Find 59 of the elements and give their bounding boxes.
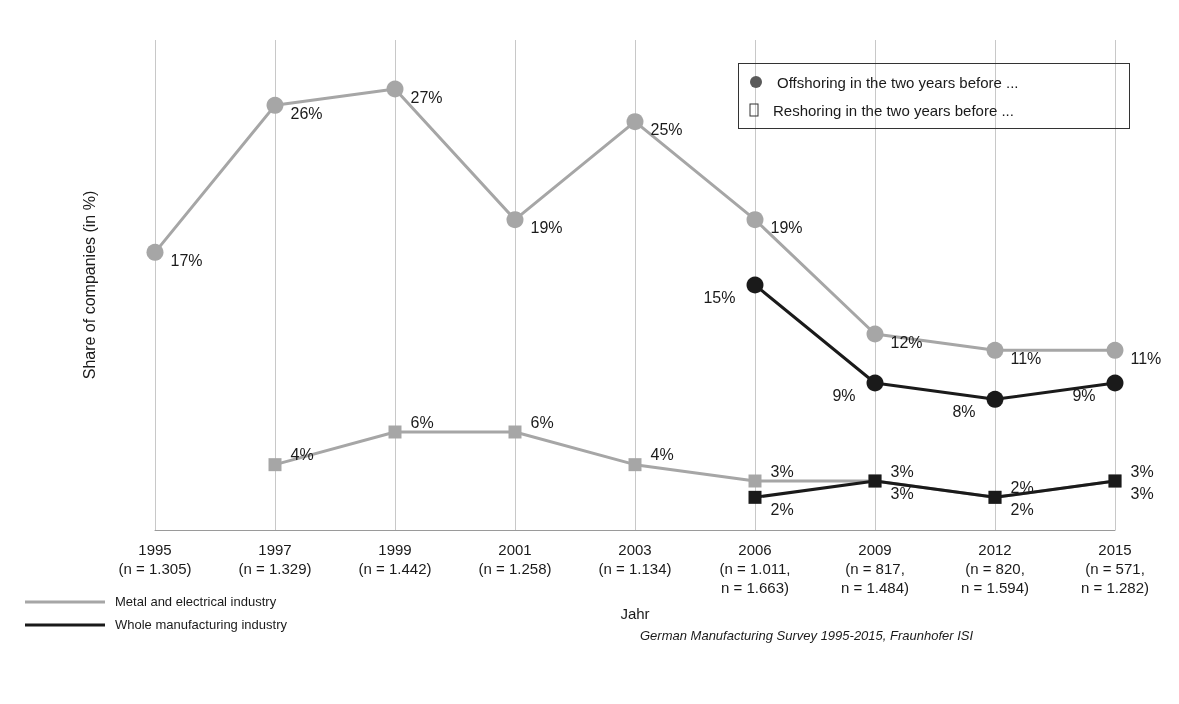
x-tick-label: 2015 (n = 571, n = 1.282) [1081, 541, 1149, 596]
point [746, 211, 764, 229]
data-label: 25% [650, 121, 683, 139]
x-axis-title: Jahr [620, 605, 650, 622]
x-tick-label: 2012 (n = 820, n = 1.594) [961, 541, 1029, 596]
point [146, 243, 164, 261]
text: German Manufacturing Survey 1995-2015, Fraunhofer ISI [640, 628, 974, 643]
data-label: 19% [530, 219, 563, 237]
data-label: 15% [703, 288, 736, 306]
data-label: 8% [952, 402, 976, 420]
point [986, 390, 1004, 408]
x-tick-label: 1995 (n = 1.305) [118, 541, 192, 577]
data-label: 3% [890, 484, 914, 502]
x-tick-label: 2009 (n = 817, n = 1.484) [841, 541, 909, 596]
y-axis-title: Share of companies (in %) [80, 190, 98, 380]
point [506, 211, 524, 229]
data-label: 11% [1130, 349, 1162, 367]
x-tick-label: 2001 (n = 1.258) [478, 541, 552, 577]
data-label: 9% [1072, 386, 1096, 404]
point [388, 425, 402, 439]
annotation: Reshoring in the two years before ... [773, 101, 1014, 119]
point [386, 80, 404, 98]
data-label: 27% [410, 88, 443, 106]
point [866, 325, 884, 343]
point [746, 276, 764, 294]
point [1106, 374, 1124, 392]
point [866, 374, 884, 392]
data-label: 4% [290, 446, 314, 464]
point [508, 425, 522, 439]
text: Metal and electrical industry [115, 594, 277, 609]
point [626, 113, 644, 131]
data-label: 9% [832, 386, 856, 404]
data-label: 11% [1010, 349, 1042, 367]
x-tick-label: 1999 (n = 1.442) [358, 541, 432, 577]
point [266, 96, 284, 114]
point [268, 458, 282, 472]
point [986, 341, 1004, 359]
point [748, 474, 762, 488]
data-label: 3% [1130, 462, 1154, 480]
point [628, 458, 642, 472]
text: Whole manufacturing industry [115, 617, 287, 632]
point [748, 490, 762, 504]
data-label: 2% [770, 500, 794, 518]
data-label: 3% [770, 462, 794, 480]
x-tick-label: 2006 (n = 1.011, n = 1.663) [719, 541, 791, 596]
data-label: 17% [170, 251, 203, 269]
x-tick-label: 1997 (n = 1.329) [238, 541, 312, 577]
data-label: 3% [890, 462, 914, 480]
annotation: Offshoring in the two years before ... [777, 73, 1019, 91]
data-label: 12% [890, 333, 923, 351]
data-label: 6% [530, 413, 554, 431]
data-label: 19% [770, 219, 803, 237]
data-label: 6% [410, 413, 434, 431]
data-label: 26% [290, 104, 323, 122]
data-label: 4% [650, 446, 674, 464]
x-tick-label: 2003 (n = 1.134) [598, 541, 672, 577]
data-label: 3% [1130, 484, 1154, 502]
point [1106, 341, 1124, 359]
data-label: 2% [1010, 500, 1034, 518]
